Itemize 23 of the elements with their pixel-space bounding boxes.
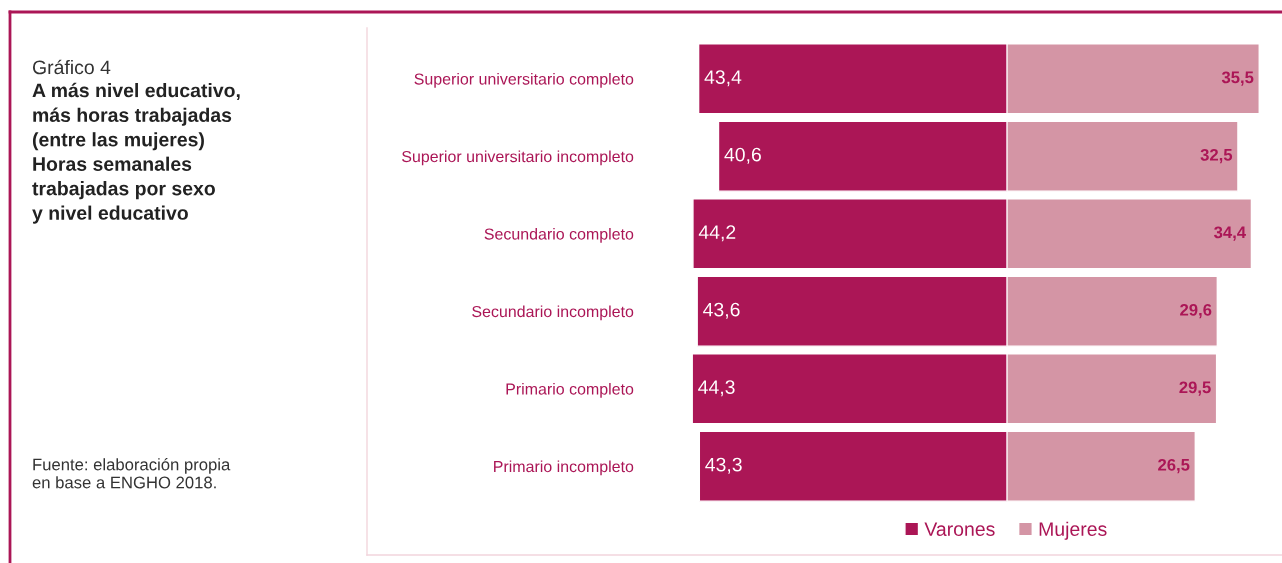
series-label: Mujeres (1039, 521, 1107, 540)
data-label: 35,5 (1221, 71, 1254, 86)
source-note: Fuente: elaboración propia en base a ENGHO 2018. (32, 458, 231, 489)
y-tick-label: Primario incompleto (494, 460, 634, 476)
text: Gráfico 4 (32, 59, 111, 75)
data-label: 32,5 (1200, 148, 1233, 164)
y-tick-label: Primario completo (506, 382, 634, 398)
text: A más nivel educativo, más horas trabajadas (entre las mujeres) Horas semanales trabajadas por sexo y nivel educativo (32, 82, 240, 224)
data-label: 43,6 (703, 302, 740, 319)
legend-label: Varones (924, 522, 995, 536)
y-tick-label: Secundario completo (484, 227, 634, 243)
data-label: 26,5 (1158, 458, 1190, 474)
data-label: 44,2 (698, 225, 736, 242)
data-label: 40,6 (724, 147, 761, 164)
y-tick-label: Secundario incompleto (472, 305, 634, 321)
y-tick-label: Superior universitario completo (414, 72, 634, 88)
data-label: 43,3 (705, 457, 742, 474)
data-label: 44,3 (698, 380, 735, 397)
data-label: 29,5 (1179, 381, 1211, 396)
y-tick-label: Superior universitario incompleto (402, 150, 634, 166)
data-label: 43,4 (704, 70, 742, 87)
data-label: 34,4 (1214, 226, 1246, 241)
data-label: 29,6 (1180, 303, 1212, 319)
